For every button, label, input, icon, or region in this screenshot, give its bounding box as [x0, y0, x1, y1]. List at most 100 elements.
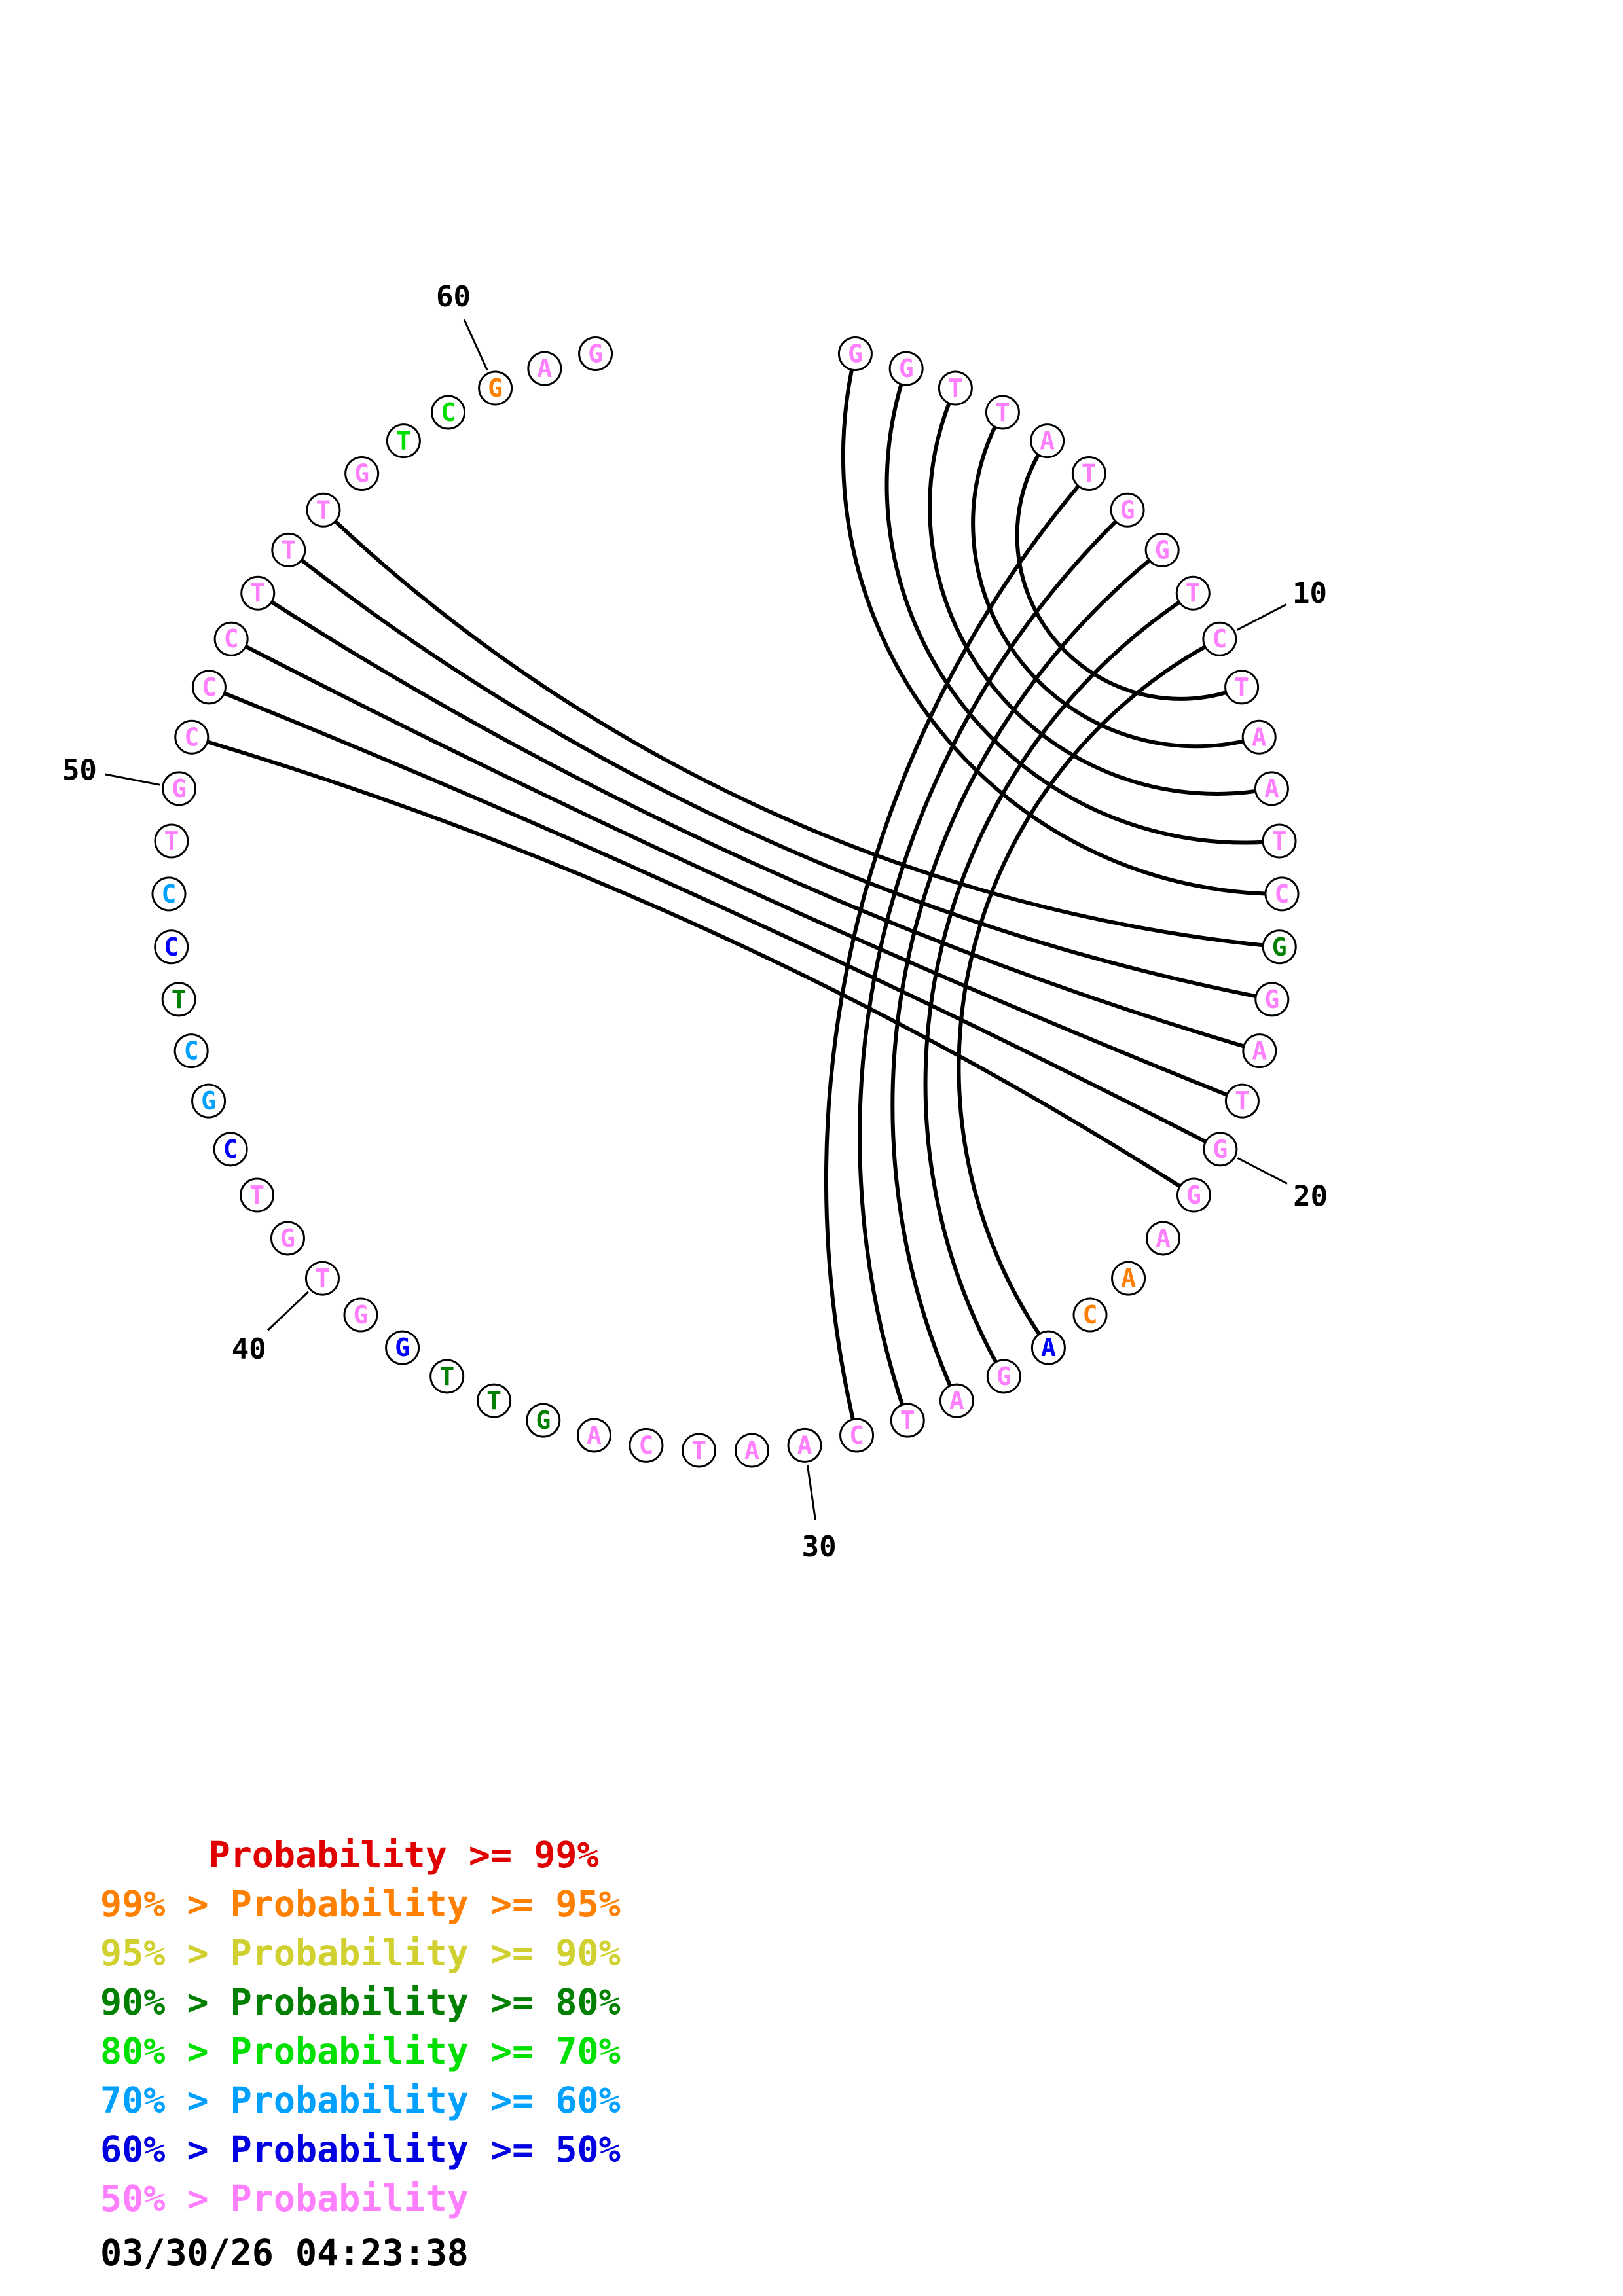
nucleotide-circle: [986, 1359, 1021, 1394]
nucleotide-letter: G: [1120, 495, 1135, 524]
nucleotide-circle: [526, 1403, 561, 1438]
position-tick-50: [105, 773, 160, 786]
nucleotide-letter: T: [249, 1181, 264, 1210]
base-pair-arc-21-51: [191, 735, 1195, 1197]
nucleotide-letter: A: [537, 354, 552, 383]
nucleotide-circle: [431, 395, 466, 430]
nucleotide-circle: [1110, 492, 1145, 528]
position-label-30: 30: [802, 1530, 837, 1564]
nucleotide-letter: C: [1275, 880, 1290, 908]
legend-line-80: 90% > Probability >= 80%: [100, 1981, 621, 2023]
base-pair-arc-7-28: [858, 509, 1129, 1422]
position-label-40: 40: [232, 1333, 266, 1366]
base-pair-arc-2-14: [884, 368, 1280, 845]
nucleotide-39: G: [343, 1297, 378, 1333]
nucleotide-62: G: [578, 336, 613, 371]
nucleotide-60: G: [478, 370, 513, 406]
nucleotide-letter: T: [691, 1436, 706, 1465]
nucleotide-8: G: [1144, 532, 1180, 567]
nucleotide-circle: [527, 351, 562, 386]
nucleotide-1: G: [837, 336, 873, 371]
nucleotide-circle: [1175, 575, 1211, 611]
nucleotide-circle: [1146, 1221, 1181, 1256]
nucleotide-circle: [161, 982, 196, 1017]
position-tick-10: [1236, 603, 1287, 631]
nucleotide-21: G: [1176, 1177, 1211, 1213]
nucleotide-59: C: [431, 395, 466, 430]
nucleotide-circle: [682, 1433, 717, 1468]
nucleotide-circle: [938, 370, 973, 406]
nucleotide-letter: A: [1121, 1264, 1136, 1293]
nucleotide-circle: [1203, 1132, 1238, 1167]
position-label-10: 10: [1292, 577, 1327, 610]
nucleotide-circle: [385, 1330, 420, 1365]
nucleotide-circle: [213, 621, 249, 656]
nucleotide-36: T: [477, 1383, 512, 1418]
nucleotide-circle: [1254, 982, 1290, 1017]
position-tick-60: [463, 319, 488, 371]
nucleotide-letter: C: [224, 624, 239, 653]
nucleotide-31: A: [734, 1433, 769, 1468]
nucleotide-circle: [191, 1083, 227, 1119]
nucleotide-letter: G: [1186, 1181, 1201, 1210]
nucleotide-circle: [985, 395, 1020, 430]
nucleotide-circle: [1111, 1261, 1146, 1296]
nucleotide-circle: [576, 1418, 611, 1453]
nucleotide-circle: [270, 1221, 305, 1256]
nucleotide-letter: G: [488, 374, 503, 403]
nucleotide-14: T: [1262, 823, 1297, 859]
nucleotide-15: C: [1264, 876, 1300, 912]
nucleotide-letter: G: [588, 339, 603, 368]
nucleotide-letter: C: [184, 1037, 199, 1066]
nucleotide-letter: C: [162, 880, 177, 908]
nucleotide-letter: T: [900, 1406, 915, 1435]
nucleotide-circle: [173, 1033, 209, 1069]
nucleotide-53: C: [213, 621, 249, 656]
nucleotide-letter: T: [439, 1362, 454, 1391]
legend-line-99: Probability >= 99%: [100, 1834, 599, 1876]
nucleotide-circle: [787, 1427, 822, 1463]
legend-line-70: 80% > Probability >= 70%: [100, 2030, 621, 2072]
nucleotide-34: A: [576, 1418, 611, 1453]
position-tick-40: [267, 1291, 309, 1331]
nucleotide-41: G: [270, 1221, 305, 1256]
nucleotide-letter: G: [201, 1086, 216, 1115]
nucleotide-letter: T: [250, 579, 265, 607]
nucleotide-30: A: [787, 1427, 822, 1463]
legend-line-60: 70% > Probability >= 60%: [100, 2079, 621, 2121]
base-pair-arc-19-53: [230, 637, 1243, 1103]
base-pair-arcs: [191, 353, 1283, 1436]
nucleotide-circle: [839, 1418, 875, 1453]
nucleotide-2: G: [888, 351, 924, 386]
nucleotide-circle: [386, 423, 421, 459]
nucleotide-10: C: [1202, 621, 1237, 656]
nucleotide-22: A: [1146, 1221, 1181, 1256]
nucleotide-38: G: [385, 1330, 420, 1365]
base-pair-arc-6-29: [824, 472, 1091, 1436]
nucleotide-letter: T: [1186, 579, 1201, 607]
nucleotide-circle: [1262, 823, 1297, 859]
position-label-50: 50: [62, 753, 97, 787]
nucleotide-circle: [837, 336, 873, 371]
nucleotide-circle: [154, 929, 189, 965]
nucleotide-circle: [1242, 1033, 1277, 1069]
nucleotide-26: G: [986, 1359, 1021, 1394]
base-pair-arc-9-26: [923, 591, 1194, 1378]
nucleotide-circle: [271, 532, 306, 567]
nucleotide-61: A: [527, 351, 562, 386]
nucleotide-13: A: [1254, 771, 1289, 806]
nucleotide-45: C: [173, 1033, 209, 1069]
timestamp: 03/30/26 04:23:38: [100, 2232, 469, 2274]
nucleotide-54: T: [240, 575, 276, 611]
nucleotide-letter: T: [1234, 673, 1249, 702]
nucleotide-letter: G: [395, 1333, 410, 1362]
nucleotide-letter: A: [1156, 1224, 1171, 1253]
nucleotide-11: T: [1224, 670, 1260, 705]
nucleotide-circle: [429, 1359, 465, 1394]
nucleotide-letter: C: [441, 398, 456, 427]
nucleotide-4: T: [985, 395, 1020, 430]
nucleotide-letter: G: [536, 1406, 551, 1435]
position-ticks: 10 20 30 40 50 60: [62, 280, 1328, 1564]
position-label-20: 20: [1293, 1180, 1328, 1213]
legend-line-below-50: 50% > Probability: [100, 2178, 469, 2219]
